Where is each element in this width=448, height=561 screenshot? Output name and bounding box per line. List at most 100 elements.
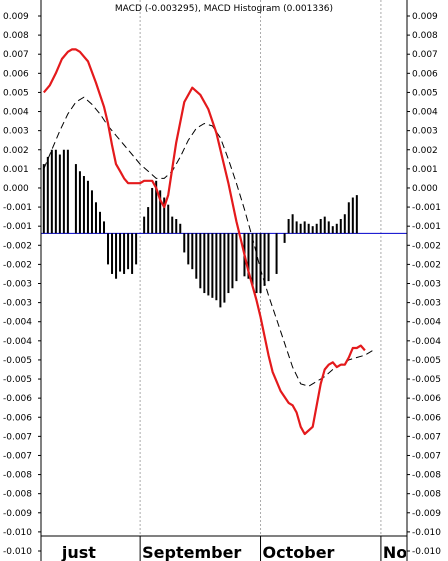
histogram-bar — [283, 233, 286, 243]
histogram-bar — [74, 164, 77, 234]
signal-line — [43, 96, 374, 387]
histogram-bar — [199, 233, 202, 289]
histogram-bar — [90, 190, 93, 234]
histogram-bar — [219, 233, 222, 308]
histogram-bar — [355, 195, 358, 234]
left-tick-label: -0.008 — [3, 471, 32, 481]
right-tick-label: 0.002 — [412, 146, 438, 156]
left-tick-label: 0.007 — [3, 50, 29, 60]
right-tick-label: -0.001 — [412, 222, 441, 232]
left-tick-label: -0.008 — [3, 490, 32, 500]
month-label: September — [142, 543, 241, 561]
right-tick-label: -0.010 — [412, 547, 441, 557]
histogram-bar — [211, 233, 214, 298]
left-tick-label: -0.006 — [3, 413, 32, 423]
chart-title: MACD (-0.003295), MACD Histogram (0.0013… — [115, 4, 333, 14]
histogram-bar — [319, 219, 322, 234]
right-tick-label: 0.007 — [412, 50, 438, 60]
histogram-bar — [299, 223, 302, 234]
left-tick-label: 0.003 — [3, 127, 29, 137]
histogram-bar — [135, 233, 138, 265]
left-tick-label: -0.004 — [3, 337, 32, 347]
left-tick-label: -0.005 — [3, 375, 32, 385]
histogram-bar — [167, 204, 170, 234]
histogram-bar — [78, 171, 81, 234]
histogram-bar — [62, 149, 65, 234]
left-tick-label: -0.001 — [3, 203, 32, 213]
histogram-bar — [82, 176, 85, 234]
histogram-bar — [215, 233, 218, 301]
right-tick-label: -0.005 — [412, 356, 441, 366]
histogram-bar — [347, 202, 350, 234]
right-tick-label: -0.009 — [412, 509, 441, 519]
month-label: October — [263, 543, 335, 561]
histogram-bar — [159, 190, 162, 234]
histogram-bar — [115, 233, 118, 279]
left-tick-label: -0.003 — [3, 299, 32, 309]
left-tick-label: 0.004 — [3, 108, 29, 118]
histogram-bar — [275, 233, 278, 274]
histogram-bar — [54, 149, 57, 234]
histogram-bar — [335, 223, 338, 234]
right-tick-label: -0.010 — [412, 528, 441, 538]
macd-line-group — [42, 48, 366, 436]
histogram-bar — [295, 221, 298, 234]
right-tick-label: -0.002 — [412, 260, 441, 270]
left-tick-label: 0.005 — [3, 88, 29, 98]
histogram-bar — [163, 197, 166, 234]
histogram-bar — [103, 221, 106, 234]
right-tick-label: 0.008 — [412, 31, 438, 41]
left-tick-label: -0.010 — [3, 528, 32, 538]
histogram-bar — [247, 233, 250, 279]
histogram-bar — [107, 233, 110, 265]
plot-frame — [40, 0, 408, 561]
histogram-bar — [291, 214, 294, 234]
histogram-bar — [203, 233, 206, 294]
right-tick-label: -0.004 — [412, 318, 441, 328]
right-tick-label: 0.000 — [412, 184, 438, 194]
right-tick-label: -0.003 — [412, 280, 441, 290]
histogram-bar — [42, 164, 45, 234]
left-tick-label: -0.003 — [3, 280, 32, 290]
histogram-bar — [195, 233, 198, 279]
histogram-bar — [307, 223, 310, 234]
right-tick-label: -0.006 — [412, 394, 441, 404]
histogram-bar — [111, 233, 114, 274]
month-label: just — [61, 543, 96, 561]
right-tick-label: -0.002 — [412, 241, 441, 251]
right-tick-label: -0.001 — [412, 203, 441, 213]
histogram-bar — [86, 180, 89, 234]
histogram-bar — [131, 233, 134, 274]
histogram-bar — [119, 233, 122, 272]
histogram-bar — [179, 223, 182, 234]
histogram-bar — [343, 214, 346, 234]
right-tick-label: 0.006 — [412, 69, 438, 79]
histogram-bar — [187, 233, 190, 265]
right-tick-label: -0.008 — [412, 490, 441, 500]
histogram-bar — [98, 211, 101, 234]
histogram-bar — [255, 233, 258, 294]
left-tick-label: -0.009 — [3, 509, 32, 519]
left-tick-label: -0.010 — [3, 547, 32, 557]
histogram-bar — [123, 233, 126, 274]
histogram-bar — [207, 233, 210, 296]
right-tick-label: 0.001 — [412, 165, 438, 175]
histogram-bar — [259, 233, 262, 294]
histogram-bar — [267, 233, 270, 282]
signal-line-group — [43, 96, 374, 387]
histogram-bar — [327, 221, 330, 234]
left-tick-label: 0.000 — [3, 184, 29, 194]
left-tick-label: 0.009 — [3, 12, 29, 22]
histogram-bar — [323, 216, 326, 234]
histogram-bar — [311, 226, 314, 234]
left-tick-label: 0.001 — [3, 165, 29, 175]
histogram-bar — [351, 197, 354, 234]
histogram-bar — [235, 233, 238, 282]
histogram-bar — [315, 223, 318, 234]
month-label: Nove — [383, 543, 429, 561]
histogram-bar — [287, 219, 290, 234]
histogram-bar — [227, 233, 230, 294]
left-tick-label: 0.002 — [3, 146, 29, 156]
